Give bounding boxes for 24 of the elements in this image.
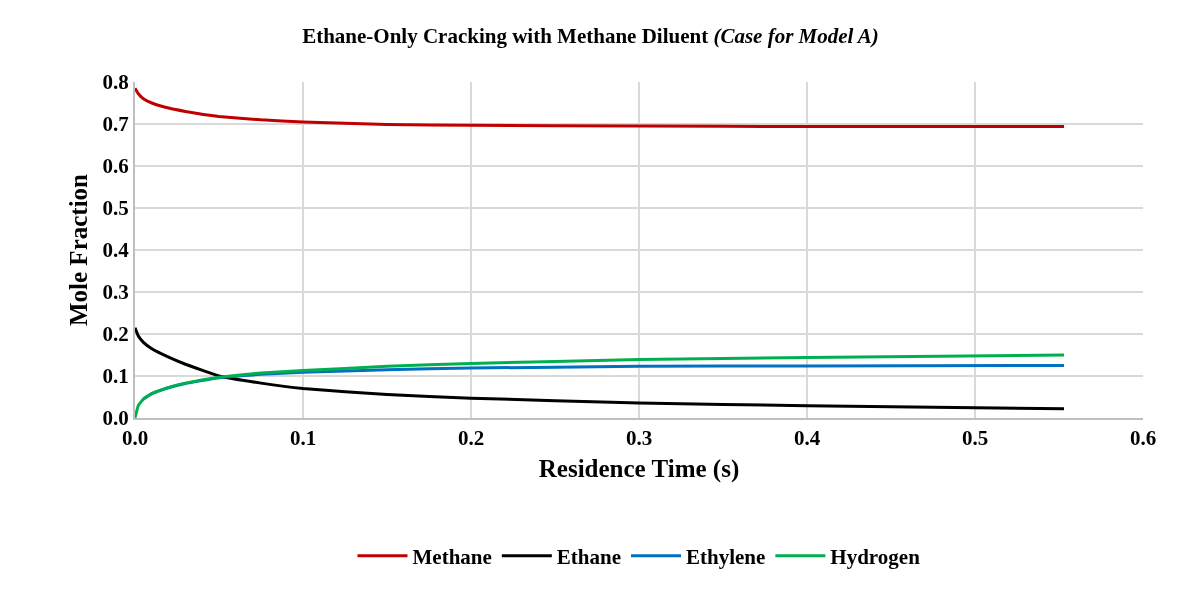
- y-tick-label: 0.1: [102, 364, 129, 389]
- x-tick-label: 0.4: [793, 426, 821, 451]
- y-tick-label: 0.7: [102, 112, 129, 137]
- y-axis-title: Mole Fraction: [64, 173, 92, 327]
- y-tick-label: 0.2: [102, 322, 129, 347]
- y-tick-label: 0.3: [102, 280, 129, 305]
- legend-label: Ethylene: [686, 544, 766, 569]
- x-axis-title: Residence Time (s): [538, 454, 740, 483]
- y-tick-label: 0.5: [102, 196, 129, 221]
- x-tick-label: 0.6: [1129, 426, 1157, 451]
- legend-label: Ethane: [556, 544, 622, 569]
- x-tick-label: 0.5: [961, 426, 989, 451]
- line-series: [135, 86, 1066, 129]
- legend-label: Methane: [412, 544, 492, 569]
- legend-label: Hydrogen: [830, 544, 921, 569]
- y-tick-label: 0.4: [102, 238, 130, 263]
- x-tick-label: 0.1: [289, 426, 317, 451]
- chart-title: Ethane-Only Cracking with Methane Diluent (Case for Model A): [302, 24, 879, 49]
- line-series: [135, 353, 1066, 418]
- x-tick-label: 0.2: [457, 426, 485, 451]
- x-tick-label: 0.3: [625, 426, 653, 451]
- y-tick-label: 0.6: [102, 154, 129, 179]
- y-tick-label: 0.8: [102, 70, 129, 95]
- line-series: [135, 326, 1066, 411]
